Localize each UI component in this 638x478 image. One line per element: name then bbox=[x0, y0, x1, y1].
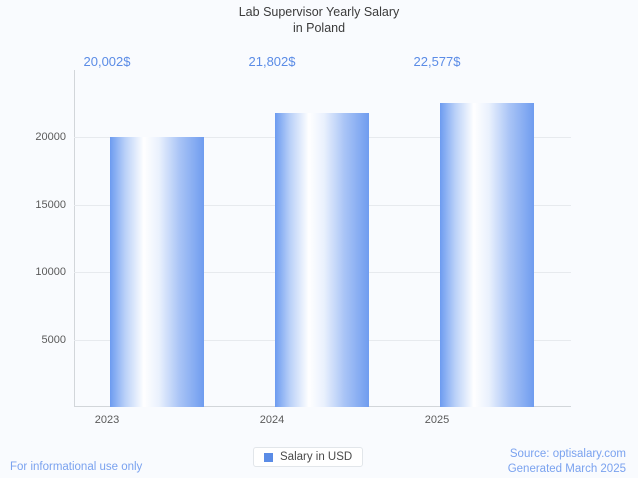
chart-title: Lab Supervisor Yearly Salary in Poland bbox=[0, 4, 638, 36]
disclaimer-text: For informational use only bbox=[10, 461, 143, 473]
y-tick-label: 10000 bbox=[35, 266, 66, 279]
chart-legend[interactable]: Salary in USD bbox=[253, 447, 364, 467]
chart-title-line1: Lab Supervisor Yearly Salary bbox=[238, 5, 400, 19]
legend-color-swatch-icon bbox=[264, 452, 273, 462]
bar-value-2025: 22,577$ bbox=[413, 54, 461, 69]
y-tick-label: 15000 bbox=[35, 198, 66, 211]
x-tick-label-2024: 2024 bbox=[259, 414, 285, 426]
generated-text: Generated March 2025 bbox=[507, 463, 626, 475]
y-axis-line bbox=[74, 70, 75, 407]
source-block: Source: optisalary.com Generated March 2… bbox=[508, 447, 626, 477]
source-text: Source: optisalary.com bbox=[509, 448, 626, 460]
x-tick-label-2023: 2023 bbox=[94, 414, 120, 426]
chart-title-line2: in Poland bbox=[292, 21, 346, 35]
bar-value-2023: 20,002$ bbox=[83, 54, 131, 69]
y-tick-label: 5000 bbox=[41, 333, 66, 346]
bar-2024[interactable] bbox=[275, 113, 369, 407]
legend-item-label: Salary in USD bbox=[280, 451, 353, 463]
y-tick-label: 20000 bbox=[35, 131, 66, 144]
bar-value-2024: 21,802$ bbox=[248, 54, 296, 69]
bar-2025[interactable] bbox=[440, 102, 534, 407]
plot-area bbox=[74, 70, 571, 407]
bar-2023[interactable] bbox=[110, 137, 204, 407]
y-axis-tick-labels: 5000 10000 15000 20000 bbox=[0, 70, 66, 407]
x-tick-label-2025: 2025 bbox=[424, 414, 450, 426]
